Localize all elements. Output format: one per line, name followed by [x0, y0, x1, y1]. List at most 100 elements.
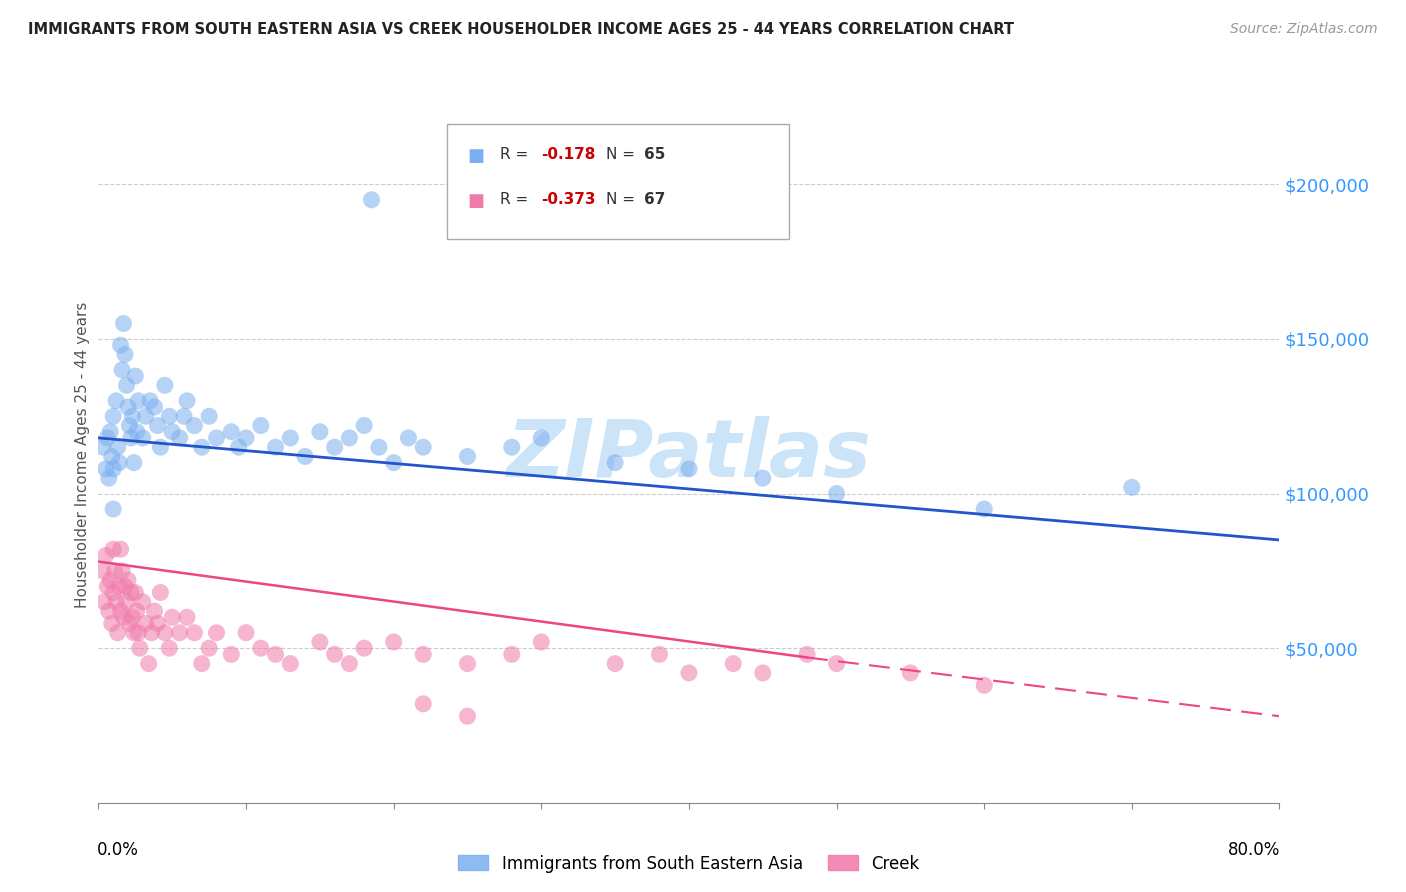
Point — [228, 440, 250, 454]
Text: 67: 67 — [644, 192, 665, 207]
Point — [723, 657, 745, 671]
Point — [412, 648, 434, 662]
Text: Source: ZipAtlas.com: Source: ZipAtlas.com — [1230, 22, 1378, 37]
Point — [108, 579, 131, 593]
Point — [118, 418, 141, 433]
Point — [309, 425, 332, 439]
Point — [111, 363, 134, 377]
Point — [105, 393, 128, 408]
Point — [103, 585, 125, 599]
Point — [115, 378, 138, 392]
Point — [98, 573, 121, 587]
Point — [103, 502, 125, 516]
Point — [396, 431, 419, 445]
Point — [530, 431, 553, 445]
Point — [149, 585, 172, 599]
Point — [339, 431, 360, 445]
Point — [120, 431, 142, 445]
Point — [360, 193, 382, 207]
Point — [91, 440, 114, 454]
Point — [107, 440, 129, 454]
Point — [751, 665, 773, 680]
Text: -0.178: -0.178 — [541, 147, 596, 162]
Point — [605, 657, 627, 671]
Point — [93, 595, 115, 609]
Point — [250, 641, 273, 656]
Text: IMMIGRANTS FROM SOUTH EASTERN ASIA VS CREEK HOUSEHOLDER INCOME AGES 25 - 44 YEAR: IMMIGRANTS FROM SOUTH EASTERN ASIA VS CR… — [28, 22, 1014, 37]
Point — [135, 616, 157, 631]
Text: 0.0%: 0.0% — [97, 841, 139, 859]
Point — [382, 635, 405, 649]
Point — [173, 409, 195, 424]
Point — [198, 641, 221, 656]
Point — [112, 317, 135, 331]
Point — [973, 502, 995, 516]
Point — [309, 635, 332, 649]
Point — [110, 338, 132, 352]
Point — [176, 610, 198, 624]
Point — [264, 440, 287, 454]
Point — [97, 471, 120, 485]
Point — [530, 635, 553, 649]
Point — [323, 440, 346, 454]
Point — [100, 450, 122, 464]
Point — [139, 393, 162, 408]
Point — [353, 418, 375, 433]
Point — [105, 595, 128, 609]
Text: R =: R = — [501, 147, 533, 162]
Point — [368, 440, 391, 454]
Point — [108, 456, 131, 470]
Point — [98, 425, 121, 439]
Text: 80.0%: 80.0% — [1229, 841, 1281, 859]
Point — [153, 378, 176, 392]
Point — [91, 564, 114, 578]
Point — [138, 657, 160, 671]
Point — [121, 610, 143, 624]
Point — [751, 471, 773, 485]
Point — [191, 440, 214, 454]
Text: ZIPatlas: ZIPatlas — [506, 416, 872, 494]
Point — [264, 648, 287, 662]
Point — [191, 657, 214, 671]
Point — [456, 450, 478, 464]
Point — [117, 400, 139, 414]
Point — [114, 347, 136, 361]
Text: -0.373: -0.373 — [541, 192, 596, 207]
Text: ■: ■ — [467, 192, 484, 210]
Point — [132, 595, 155, 609]
Point — [97, 604, 120, 618]
Point — [127, 393, 149, 408]
Point — [100, 616, 122, 631]
Point — [198, 409, 221, 424]
Point — [118, 616, 141, 631]
Point — [103, 542, 125, 557]
Point — [124, 369, 146, 384]
Point — [219, 425, 242, 439]
FancyBboxPatch shape — [447, 124, 789, 239]
Point — [796, 648, 818, 662]
Point — [146, 418, 169, 433]
Point — [96, 431, 118, 445]
Point — [162, 610, 183, 624]
Point — [278, 657, 302, 671]
Point — [1121, 480, 1143, 494]
Point — [135, 409, 157, 424]
Point — [412, 440, 434, 454]
Point — [143, 604, 166, 618]
Point — [183, 625, 205, 640]
Point — [825, 657, 848, 671]
Point — [112, 610, 135, 624]
Point — [149, 440, 172, 454]
Legend: Immigrants from South Eastern Asia, Creek: Immigrants from South Eastern Asia, Cree… — [451, 848, 927, 880]
Point — [157, 409, 180, 424]
Point — [104, 564, 127, 578]
Point — [110, 604, 132, 618]
Point — [339, 657, 360, 671]
Point — [114, 579, 136, 593]
Point — [205, 431, 228, 445]
Point — [94, 462, 117, 476]
Point — [900, 665, 922, 680]
Point — [110, 542, 132, 557]
Point — [103, 409, 125, 424]
Point — [382, 456, 405, 470]
